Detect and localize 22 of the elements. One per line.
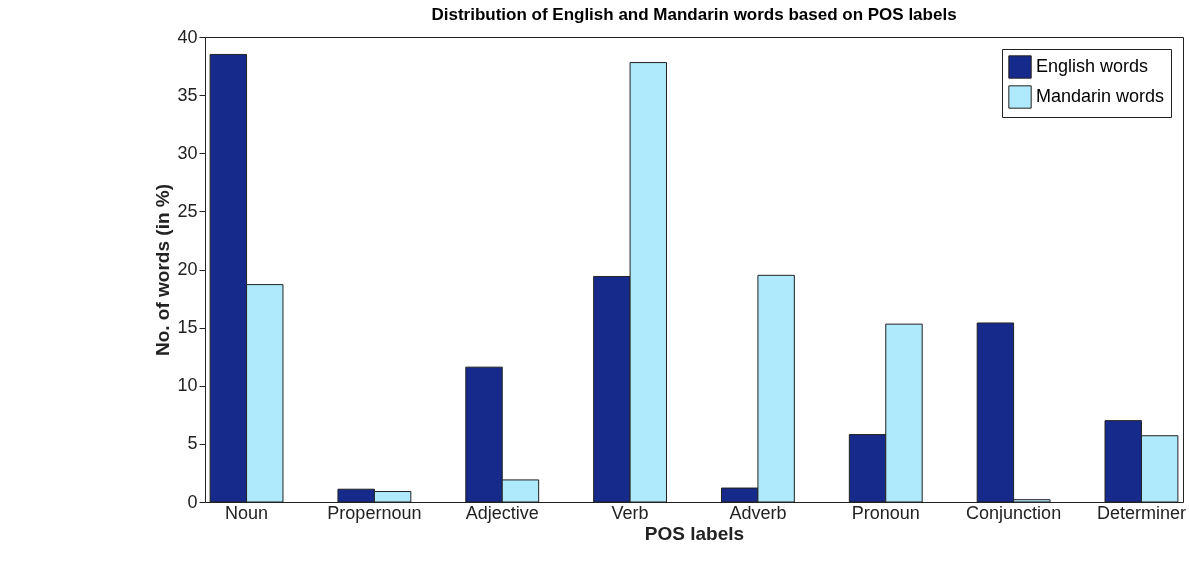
y-axis-title: No. of words (in %): [152, 183, 174, 357]
legend-label: Mandarin words: [1036, 86, 1165, 106]
legend-label: English words: [1036, 56, 1149, 76]
y-tick-label: 35: [177, 84, 198, 105]
x-tick-label: Adverb: [729, 502, 787, 523]
y-tick-label: 10: [177, 375, 198, 396]
y-tick-label: 20: [177, 259, 198, 279]
y-tick-label: 5: [187, 433, 198, 454]
y-tick-label: 25: [177, 200, 198, 221]
y-tick-label: 0: [187, 491, 198, 512]
y-tick-label: 30: [177, 142, 198, 163]
x-tick-label: Adjective: [465, 502, 539, 523]
x-tick-label: Verb: [611, 502, 649, 523]
x-tick-label: Propernoun: [327, 502, 422, 523]
x-tick-label: Noun: [225, 502, 269, 523]
x-axis-title: POS labels: [644, 522, 745, 544]
x-tick-label: Conjunction: [966, 502, 1062, 523]
y-tick-label: 40: [177, 26, 198, 47]
x-tick-label: Determiner: [1096, 502, 1186, 523]
chart-title: Distribution of English and Mandarin words based on POS labels: [431, 5, 957, 24]
y-tick-label: 15: [177, 317, 198, 338]
x-tick-label: Pronoun: [851, 502, 920, 523]
